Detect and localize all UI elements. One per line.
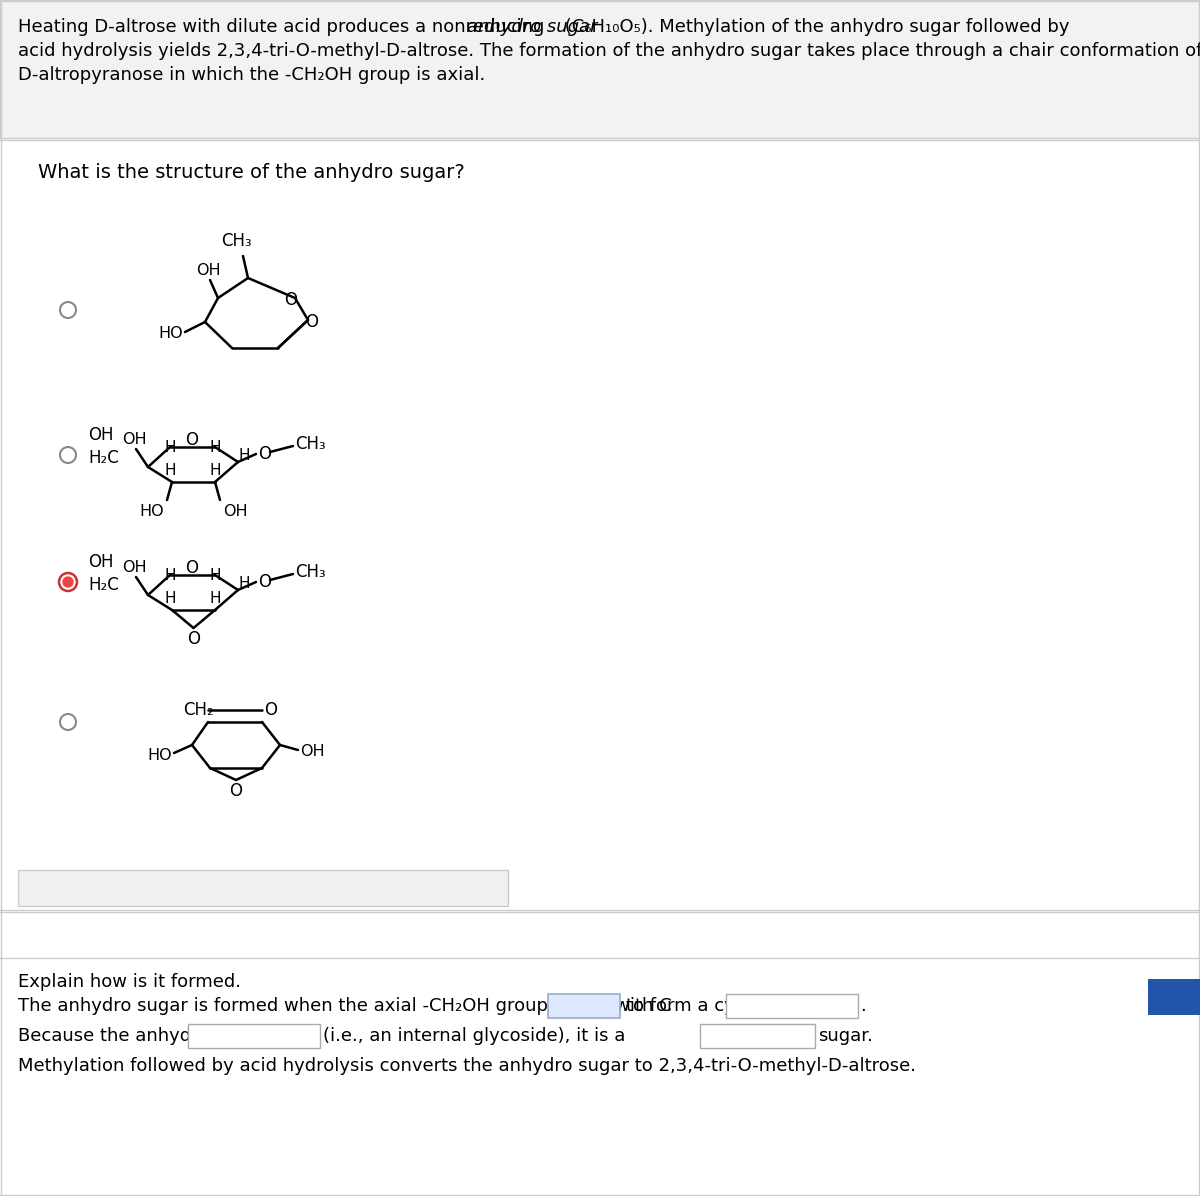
- Text: H: H: [238, 575, 250, 591]
- Text: sugar.: sugar.: [818, 1027, 872, 1045]
- FancyBboxPatch shape: [700, 1024, 815, 1048]
- Text: H: H: [164, 463, 175, 478]
- FancyBboxPatch shape: [548, 994, 620, 1018]
- Circle shape: [60, 447, 76, 463]
- Text: OH: OH: [121, 432, 146, 447]
- Text: H: H: [209, 568, 221, 582]
- Text: H: H: [238, 447, 250, 463]
- Text: anhydro sugar: anhydro sugar: [467, 18, 598, 36]
- Text: The anhydro sugar is formed when the axial -CH₂OH group reacts with C: The anhydro sugar is formed when the axi…: [18, 997, 672, 1015]
- FancyBboxPatch shape: [726, 994, 858, 1018]
- Text: O: O: [258, 445, 271, 463]
- Bar: [0, 958, 1200, 1196]
- Text: O: O: [264, 701, 277, 719]
- Bar: [18, 869, 508, 907]
- Bar: [0, 140, 1200, 913]
- Text: CH₃: CH₃: [295, 435, 325, 453]
- Text: ∨: ∨: [836, 997, 846, 1011]
- Text: CH₂: CH₂: [182, 701, 214, 719]
- Text: H: H: [164, 568, 175, 582]
- Text: ■ SUPP: ■ SUPP: [1152, 997, 1200, 1012]
- Text: Methylation followed by acid hydrolysis converts the anhydro sugar to 2,3,4-tri-: Methylation followed by acid hydrolysis …: [18, 1057, 916, 1075]
- Text: H: H: [209, 440, 221, 454]
- Text: O: O: [186, 559, 198, 576]
- Circle shape: [60, 714, 76, 730]
- Text: (C₆H₁₀O₅). Methylation of the anhydro sugar followed by: (C₆H₁₀O₅). Methylation of the anhydro su…: [559, 18, 1069, 36]
- Text: HO: HO: [139, 504, 164, 519]
- Text: H: H: [164, 591, 175, 606]
- Bar: [1148, 980, 1200, 1015]
- Circle shape: [59, 573, 77, 591]
- Text: OH: OH: [88, 426, 114, 444]
- Text: D-altropyranose in which the -CH₂OH group is axial.: D-altropyranose in which the -CH₂OH grou…: [18, 66, 485, 84]
- Text: OH: OH: [223, 504, 247, 519]
- Text: OH: OH: [121, 560, 146, 575]
- Text: HO: HO: [158, 327, 182, 342]
- Text: O: O: [229, 782, 242, 800]
- Text: H₂C: H₂C: [88, 576, 119, 594]
- Text: ∨: ∨: [298, 1027, 308, 1041]
- Text: OH: OH: [300, 744, 325, 758]
- Text: H: H: [164, 440, 175, 454]
- Text: O: O: [187, 630, 200, 648]
- Text: (i.e., an internal glycoside), it is a: (i.e., an internal glycoside), it is a: [323, 1027, 625, 1045]
- Text: eTextbook and Media: eTextbook and Media: [30, 880, 215, 898]
- Text: What is the structure of the anhydro sugar?: What is the structure of the anhydro sug…: [38, 163, 464, 182]
- Text: OH: OH: [88, 553, 114, 570]
- Text: CH₃: CH₃: [295, 563, 325, 581]
- Circle shape: [60, 303, 76, 318]
- Circle shape: [64, 576, 73, 587]
- Text: .: .: [860, 997, 865, 1015]
- Text: Explain how is it formed.: Explain how is it formed.: [18, 974, 241, 991]
- Text: ∨: ∨: [793, 1027, 803, 1041]
- Text: to form a cyclic: to form a cyclic: [626, 997, 764, 1015]
- Text: O: O: [306, 313, 318, 331]
- Text: O: O: [258, 573, 271, 591]
- FancyBboxPatch shape: [188, 1024, 320, 1048]
- Bar: [0, 0, 1200, 138]
- Text: H: H: [209, 591, 221, 606]
- Text: CH₃: CH₃: [221, 232, 251, 250]
- Text: O: O: [284, 291, 298, 309]
- Text: O: O: [186, 431, 198, 448]
- Text: Because the anhydro sugar is: Because the anhydro sugar is: [18, 1027, 286, 1045]
- Text: acid hydrolysis yields 2,3,4-tri-O-methyl-D-altrose. The formation of the anhydr: acid hydrolysis yields 2,3,4-tri-O-methy…: [18, 42, 1200, 60]
- Text: OH: OH: [196, 263, 221, 277]
- Text: Heating D-altrose with dilute acid produces a nonreducing: Heating D-altrose with dilute acid produ…: [18, 18, 550, 36]
- Text: H₂C: H₂C: [88, 448, 119, 466]
- Text: H: H: [209, 463, 221, 478]
- Text: HO: HO: [148, 748, 172, 763]
